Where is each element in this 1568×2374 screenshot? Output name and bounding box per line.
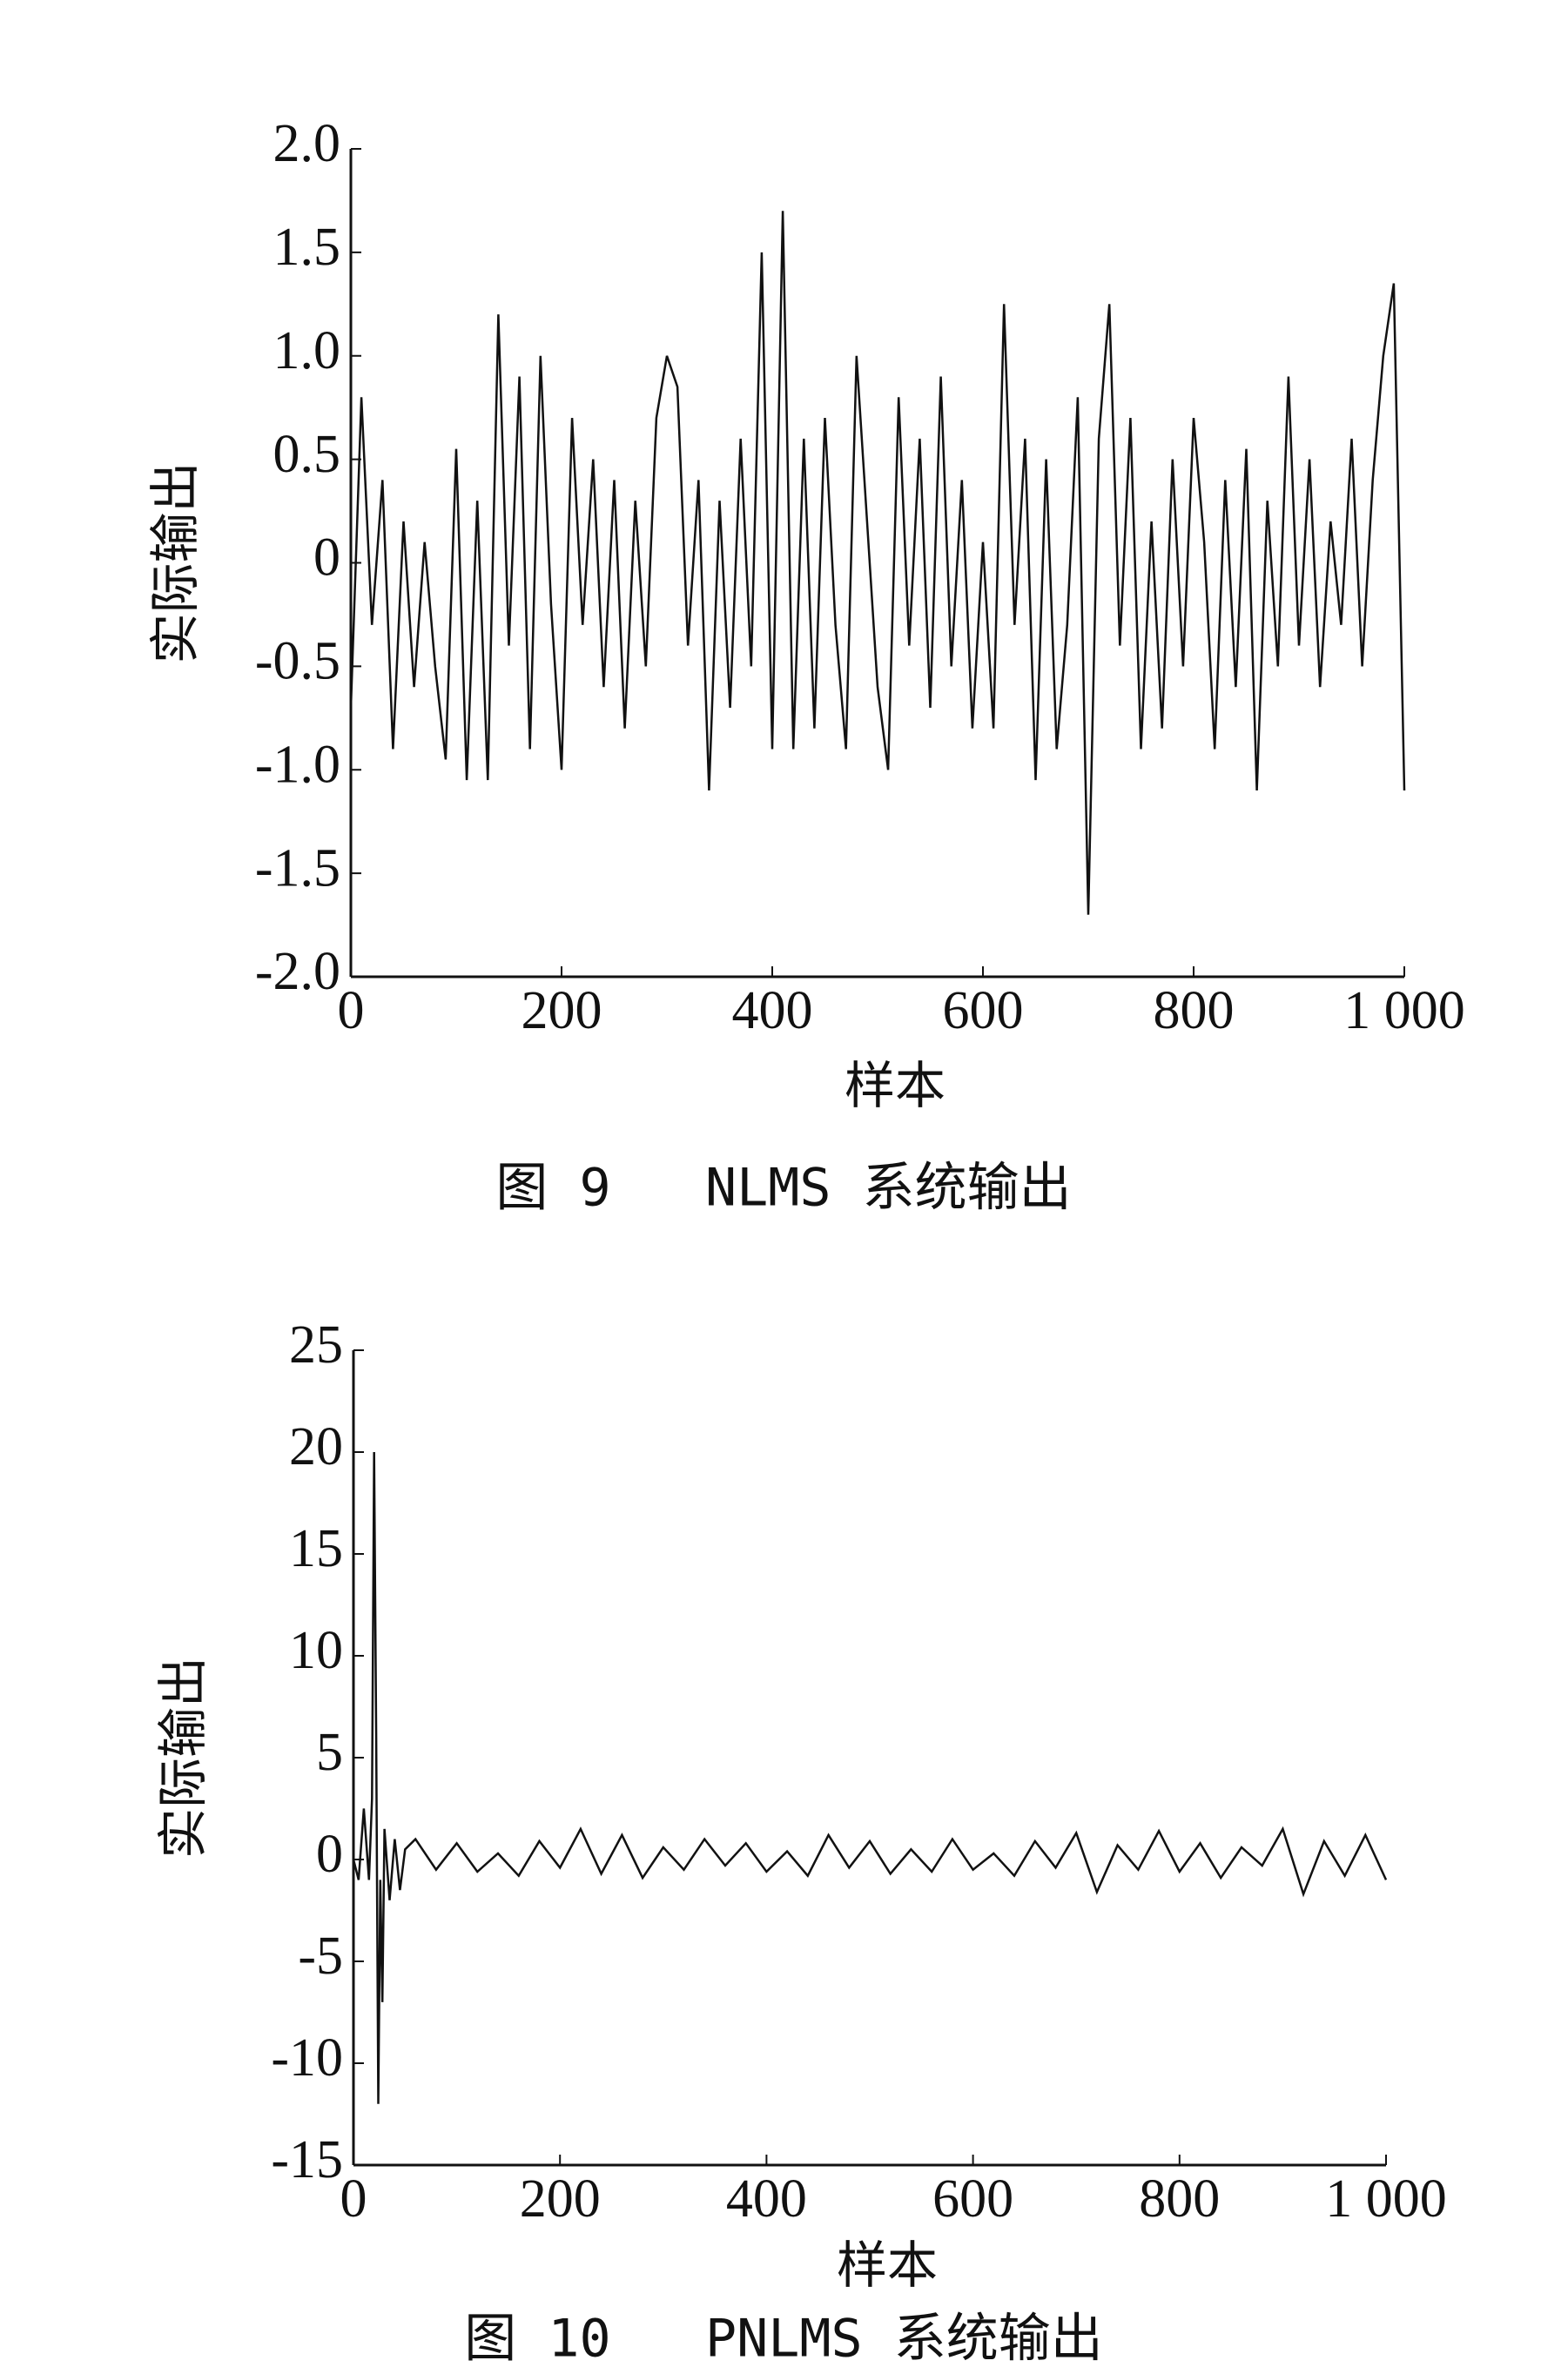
data-line: [352, 1451, 1388, 2104]
x-tick-label: 1 000: [1325, 2169, 1447, 2229]
x-tick-label: 1 000: [1343, 981, 1465, 1040]
y-tick-label: -10: [271, 2028, 343, 2088]
y-tick-label: -0.5: [255, 632, 340, 691]
y-tick-label: -2.0: [255, 942, 340, 1001]
y-tick-label: 5: [316, 1723, 343, 1782]
y-tick-label: 0: [313, 528, 340, 588]
x-axis-label: 样本: [845, 1056, 946, 1115]
x-tick-label: 200: [522, 981, 602, 1040]
y-tick-label: 20: [289, 1417, 343, 1476]
y-axis-label: 实际输出: [145, 461, 205, 663]
y-tick-label: 0.5: [273, 425, 341, 484]
y-tick-label: 0: [316, 1825, 343, 1884]
x-tick-label: 400: [726, 2169, 807, 2229]
x-tick-label: 800: [1154, 981, 1235, 1040]
y-tick-label: -1.5: [255, 838, 340, 898]
y-tick-label: 2.0: [273, 114, 341, 173]
chart-title: 图 10 PNLMS 系统输出: [464, 2309, 1102, 2370]
y-tick-label: 1.0: [273, 321, 341, 380]
x-tick-label: 200: [520, 2169, 601, 2229]
y-tick-label: 10: [289, 1621, 343, 1680]
y-tick-label: -15: [271, 2130, 343, 2189]
x-tick-label: 600: [943, 981, 1024, 1040]
y-tick-label: -1.0: [255, 735, 340, 794]
y-tick-label: -5: [298, 1927, 343, 1986]
x-axis-label: 样本: [837, 2236, 938, 2295]
y-tick-label: 15: [289, 1519, 343, 1578]
y-tick-label: 25: [289, 1315, 343, 1375]
x-tick-label: 600: [932, 2169, 1013, 2229]
x-tick-label: 0: [338, 981, 365, 1040]
x-tick-label: 0: [340, 2169, 367, 2229]
x-tick-label: 800: [1139, 2169, 1220, 2229]
chart-title: 图 9 NLMS 系统输出: [495, 1158, 1071, 1219]
x-tick-label: 400: [732, 981, 813, 1040]
y-tick-label: 1.5: [273, 218, 341, 277]
data-line: [349, 211, 1406, 915]
y-axis-label: 实际输出: [153, 1657, 212, 1859]
